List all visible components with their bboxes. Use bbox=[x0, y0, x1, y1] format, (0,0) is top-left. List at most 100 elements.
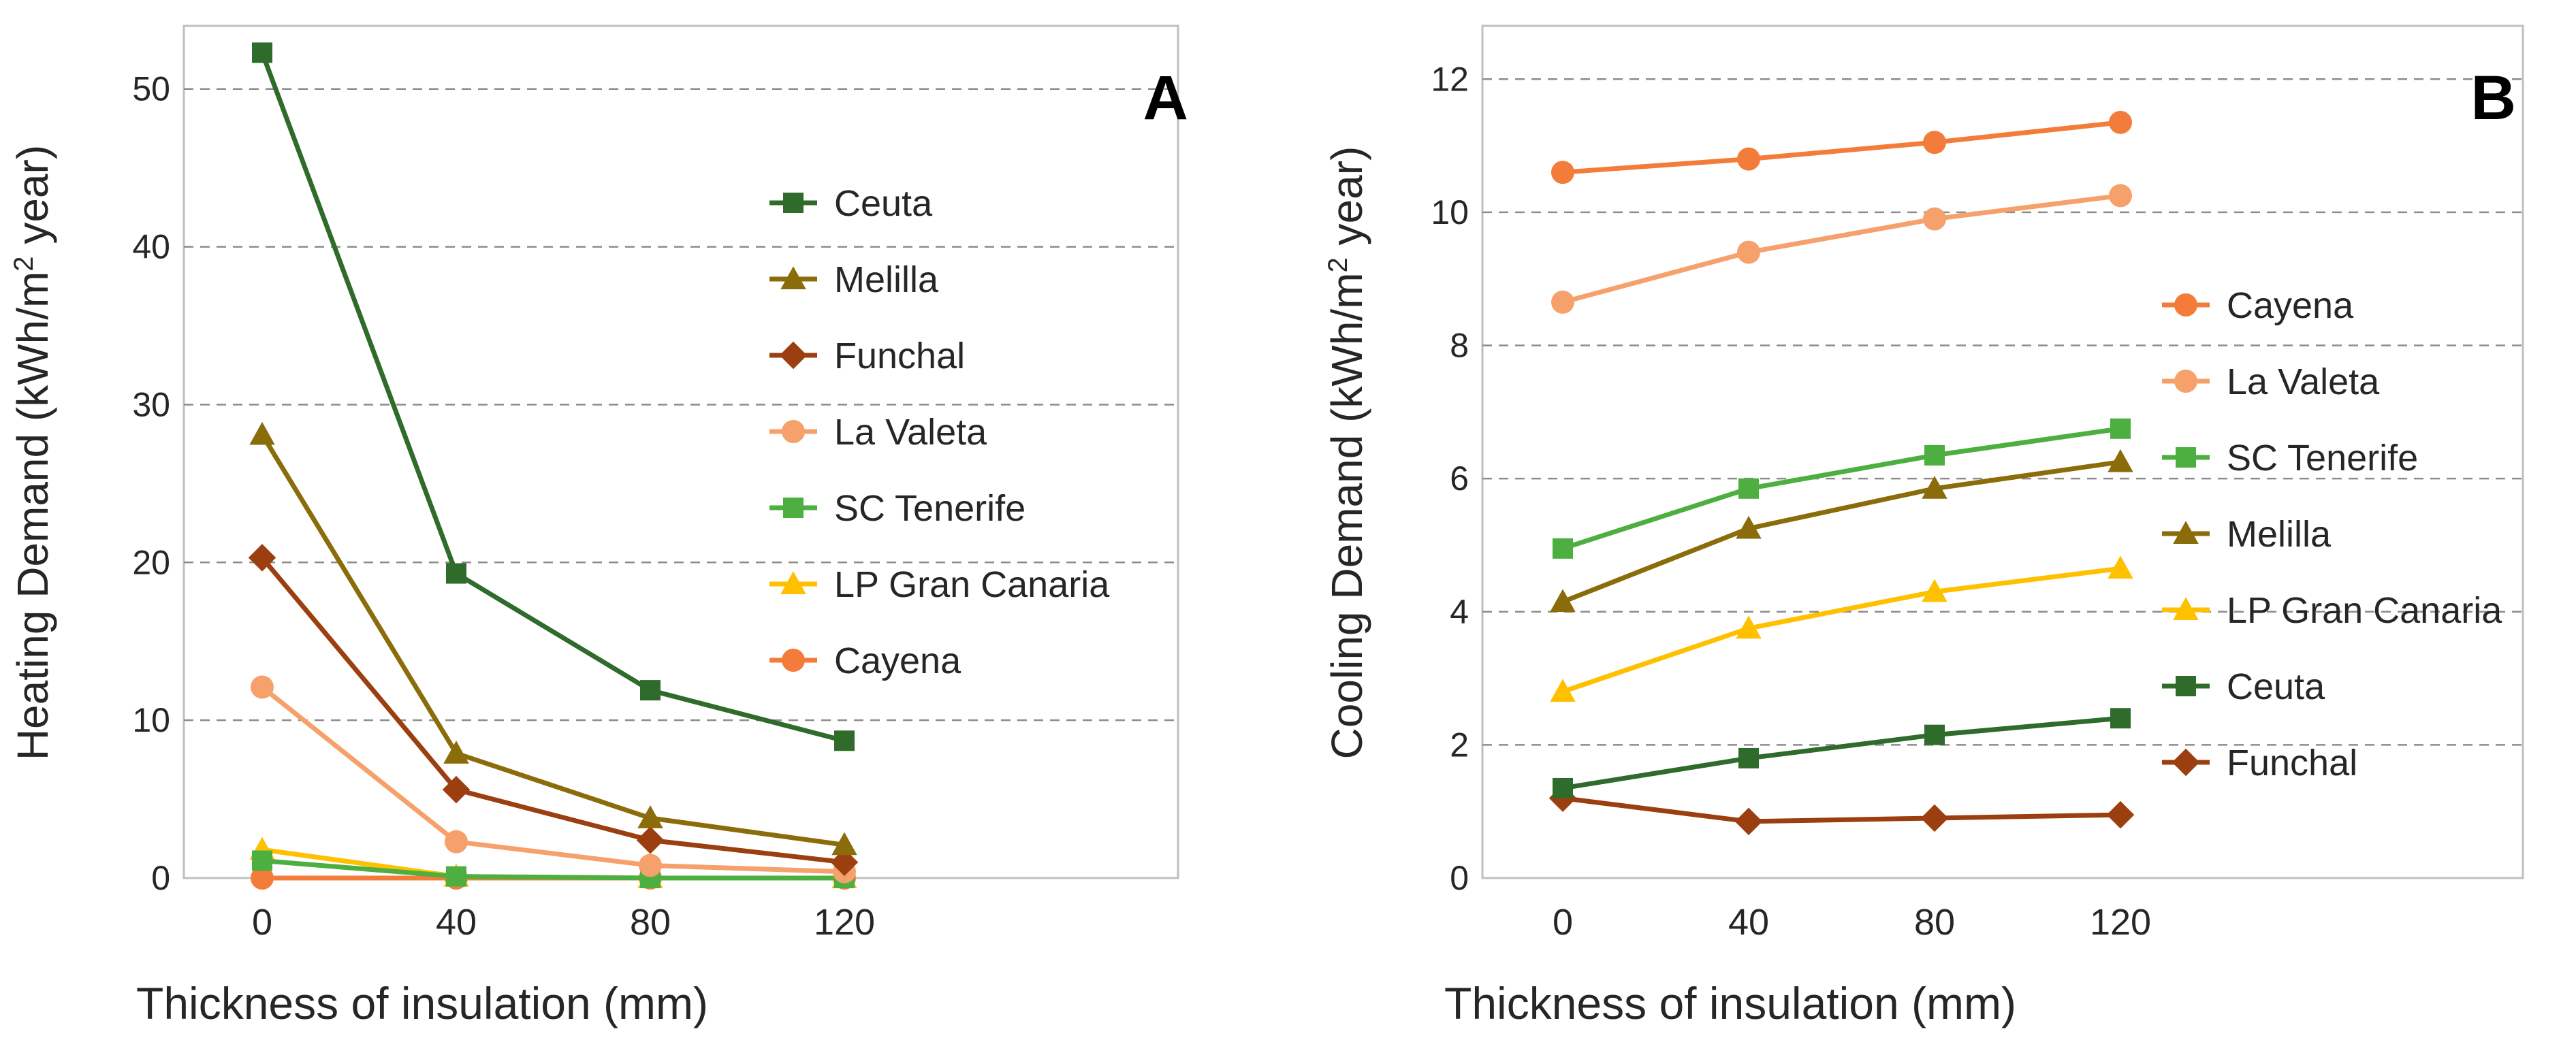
series-line bbox=[1562, 120, 2121, 175]
legend-item: LP Gran Canaria bbox=[2162, 590, 2502, 631]
y-axis-title: Cooling Demand (kWh/m2 year) bbox=[1322, 146, 1371, 760]
legend-label: Ceuta bbox=[834, 183, 933, 224]
y-axis-title-superscript: 2 bbox=[9, 256, 39, 271]
legend-label: LP Gran Canaria bbox=[834, 564, 1110, 605]
legend-item: Melilla bbox=[2162, 514, 2332, 555]
series-lp-gran-canaria bbox=[1550, 555, 2133, 702]
data-point bbox=[1550, 589, 1576, 613]
legend-swatch-marker bbox=[783, 193, 804, 213]
y-axis-title-main: Heating Demand (kWh/m bbox=[8, 272, 57, 760]
data-point bbox=[1923, 131, 1946, 155]
legend: Cayena La Valeta SC Tenerife Melilla LP Gran… bbox=[2162, 285, 2502, 783]
x-axis-title: Thickness of insulation (mm) bbox=[136, 978, 708, 1028]
legend-swatch-marker bbox=[783, 498, 804, 518]
data-point bbox=[1550, 679, 1576, 702]
x-tick-label: 40 bbox=[436, 902, 477, 943]
series-line bbox=[259, 52, 845, 743]
legend-label: Melilla bbox=[834, 259, 939, 300]
series-line bbox=[1562, 193, 2121, 305]
series-line bbox=[260, 433, 845, 847]
x-tick-label: 80 bbox=[630, 902, 671, 943]
data-point bbox=[1924, 444, 1945, 466]
y-tick-label: 0 bbox=[1450, 859, 1469, 897]
legend-label: LP Gran Canaria bbox=[2227, 590, 2502, 631]
legend-label: Ceuta bbox=[2227, 666, 2325, 707]
series-line bbox=[1562, 796, 2121, 824]
series-line bbox=[1562, 715, 2121, 791]
data-point bbox=[1923, 207, 1946, 231]
data-point bbox=[1553, 538, 1573, 559]
legend-swatch-marker bbox=[780, 266, 806, 289]
legend-swatch-marker bbox=[782, 649, 805, 672]
y-tick-label: 10 bbox=[1431, 193, 1469, 231]
y-tick-label: 12 bbox=[1431, 60, 1469, 98]
legend-swatch-marker bbox=[779, 341, 808, 370]
series-line bbox=[1561, 459, 2121, 604]
legend-item: Ceuta bbox=[2162, 666, 2325, 707]
legend-label: Cayena bbox=[834, 640, 961, 681]
data-point bbox=[2109, 184, 2132, 208]
data-point bbox=[2108, 449, 2133, 472]
y-tick-label: 8 bbox=[1450, 327, 1469, 365]
data-point bbox=[1920, 804, 1949, 832]
series-funchal bbox=[1548, 784, 2135, 836]
data-point bbox=[442, 775, 471, 804]
series-melilla bbox=[249, 421, 857, 856]
series-line bbox=[1561, 566, 2121, 694]
data-point bbox=[1551, 290, 1574, 314]
series-melilla bbox=[1550, 449, 2133, 613]
legend-item: La Valeta bbox=[2162, 361, 2380, 402]
legend-swatch-marker bbox=[2173, 521, 2199, 544]
legend-swatch-marker bbox=[2176, 447, 2196, 468]
x-tick-label: 120 bbox=[814, 902, 875, 943]
data-point bbox=[1551, 161, 1574, 184]
data-point bbox=[2108, 555, 2133, 579]
y-tick-label: 6 bbox=[1450, 459, 1469, 498]
series-funchal bbox=[248, 544, 859, 877]
y-axis-title-tail: year) bbox=[8, 145, 57, 257]
panel-label: B bbox=[2471, 63, 2516, 133]
y-tick-label: 4 bbox=[1450, 593, 1469, 631]
series-la-valeta bbox=[1551, 184, 2132, 314]
series-line bbox=[260, 556, 845, 865]
y-tick-label: 10 bbox=[132, 701, 170, 739]
legend-label: SC Tenerife bbox=[834, 488, 1025, 529]
legend-label: Funchal bbox=[2227, 743, 2357, 783]
x-axis-title: Thickness of insulation (mm) bbox=[1444, 978, 2016, 1028]
data-point bbox=[446, 866, 466, 887]
y-axis-title-tail: year) bbox=[1322, 146, 1371, 258]
plot-frame bbox=[182, 25, 1179, 879]
legend-item: La Valeta bbox=[769, 412, 987, 453]
x-tick-label: 0 bbox=[1553, 902, 1573, 943]
chart-panel-a: 0 10 20 30 40 50 0 40 80 120 Thickness of insulati… bbox=[8, 25, 1188, 1028]
series-ceuta bbox=[252, 42, 855, 751]
data-point bbox=[249, 421, 275, 445]
y-axis-title: Heating Demand (kWh/m2 year) bbox=[8, 145, 57, 760]
panel-label: A bbox=[1143, 63, 1188, 133]
data-point bbox=[1738, 478, 1759, 499]
legend-item: Cayena bbox=[2162, 285, 2354, 326]
y-tick-label: 40 bbox=[132, 228, 170, 266]
x-tick-label: 0 bbox=[252, 902, 272, 943]
legend-swatch-marker bbox=[2174, 370, 2197, 393]
data-point bbox=[1922, 579, 1947, 602]
legend-label: Funchal bbox=[834, 336, 965, 376]
legend-item: Melilla bbox=[769, 259, 939, 300]
x-tick-label: 40 bbox=[1728, 902, 1769, 943]
y-tick-label: 20 bbox=[132, 543, 170, 581]
series-lp-gran-canaria bbox=[249, 837, 857, 888]
legend-item: Cayena bbox=[769, 640, 961, 681]
legend-swatch-marker bbox=[780, 571, 806, 594]
data-point bbox=[2106, 800, 2135, 829]
legend-item: LP Gran Canaria bbox=[769, 564, 1110, 605]
data-point bbox=[830, 848, 859, 877]
legend: Ceuta Melilla Funchal La Valeta SC Tenerife L… bbox=[769, 183, 1110, 681]
x-tick-label: 80 bbox=[1914, 902, 1955, 943]
data-point bbox=[1737, 147, 1760, 171]
data-point bbox=[1736, 615, 1762, 639]
series-sc-tenerife bbox=[1553, 418, 2131, 559]
data-point bbox=[831, 832, 857, 856]
data-point bbox=[2110, 418, 2131, 439]
